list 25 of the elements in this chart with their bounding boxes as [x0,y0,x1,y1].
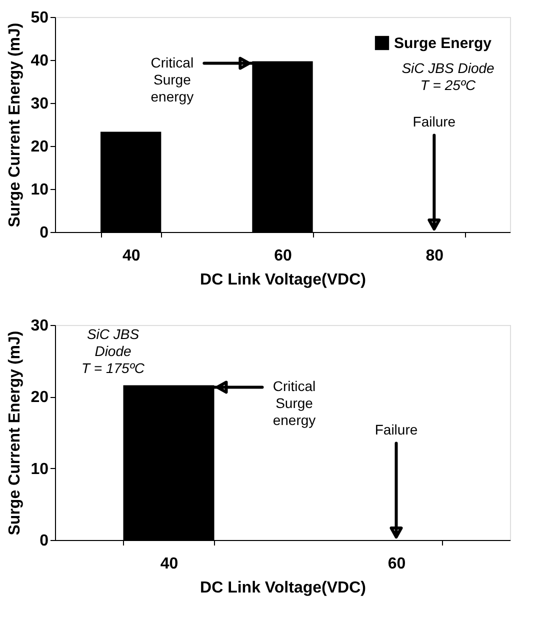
x-tick-label: 60 [388,556,406,572]
y-axis-title: Surge Current Energy (mJ) [6,330,24,536]
annotation: SiC JBS Diode T = 175ºC [81,326,146,376]
annotation: SiC JBS Diode T = 25ºC [402,60,495,94]
legend-label: Surge Energy [394,35,492,52]
annotation: Critical Surge energy [272,378,316,428]
x-tick-label: 40 [122,248,140,264]
y-tick-label: 10 [30,182,49,198]
y-tick-label: 50 [30,10,49,26]
x-axis-title: DC Link Voltage(VDC) [200,272,366,288]
annotation: Failure [412,113,456,130]
y-tick-label: 30 [30,318,49,334]
y-tick-label: 20 [30,389,49,406]
y-tick-label: 40 [30,52,49,70]
y-tick-label: 0 [40,224,49,242]
y-tick-label: 20 [30,138,49,156]
y-tick-label: 10 [30,460,49,478]
x-tick-label: 60 [274,248,292,264]
y-tick-label: 0 [40,532,49,550]
y-axis-title: Surge Current Energy (mJ) [6,22,24,228]
x-tick-label: 80 [426,248,444,264]
y-tick-label: 30 [30,96,49,112]
x-axis-title: DC Link Voltage(VDC) [200,580,366,596]
annotation: Failure [374,421,418,438]
annotation: Critical Surge energy [150,54,194,104]
